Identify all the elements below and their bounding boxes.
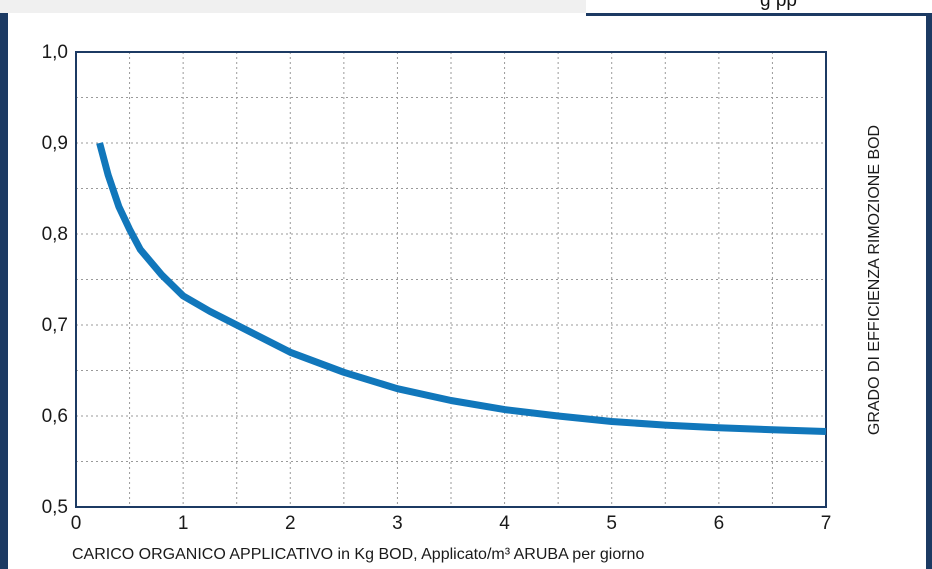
frame-top-border: [586, 13, 932, 16]
y-tick-label: 0,9: [42, 133, 68, 154]
y-tick-label: 0,8: [42, 224, 68, 245]
y-axis-label: GRADO DI EFFICIENZA RIMOZIONE BOD: [866, 125, 883, 435]
y-tick-labels: 0,5 0,6 0,7 0,8 0,9 1,0: [42, 42, 68, 518]
grid-lines: [76, 52, 826, 507]
x-tick-label: 1: [178, 513, 189, 534]
efficiency-curve: [96, 142, 827, 435]
y-tick-label: 0,5: [42, 497, 68, 518]
frame-right-border: [926, 13, 932, 569]
x-tick-label: 6: [714, 513, 725, 534]
x-tick-label: 0: [71, 513, 82, 534]
banner-title-fragment: g pp: [760, 0, 932, 10]
x-tick-label: 2: [285, 513, 296, 534]
y-tick-label: 1,0: [42, 42, 68, 63]
y-tick-label: 0,7: [42, 315, 68, 336]
y-tick-label: 0,6: [42, 406, 68, 427]
x-axis-label: CARICO ORGANICO APPLICATIVO in Kg BOD, A…: [72, 546, 644, 563]
x-tick-label: 5: [606, 513, 617, 534]
x-tick-label: 4: [499, 513, 510, 534]
plot-area-border: [75, 51, 827, 508]
x-tick-label: 3: [392, 513, 403, 534]
top-banner: [0, 0, 586, 13]
x-tick-label: 7: [821, 513, 832, 534]
x-tick-labels: 0 1 2 3 4 5 6 7: [71, 513, 832, 534]
frame-left-border: [0, 13, 8, 569]
